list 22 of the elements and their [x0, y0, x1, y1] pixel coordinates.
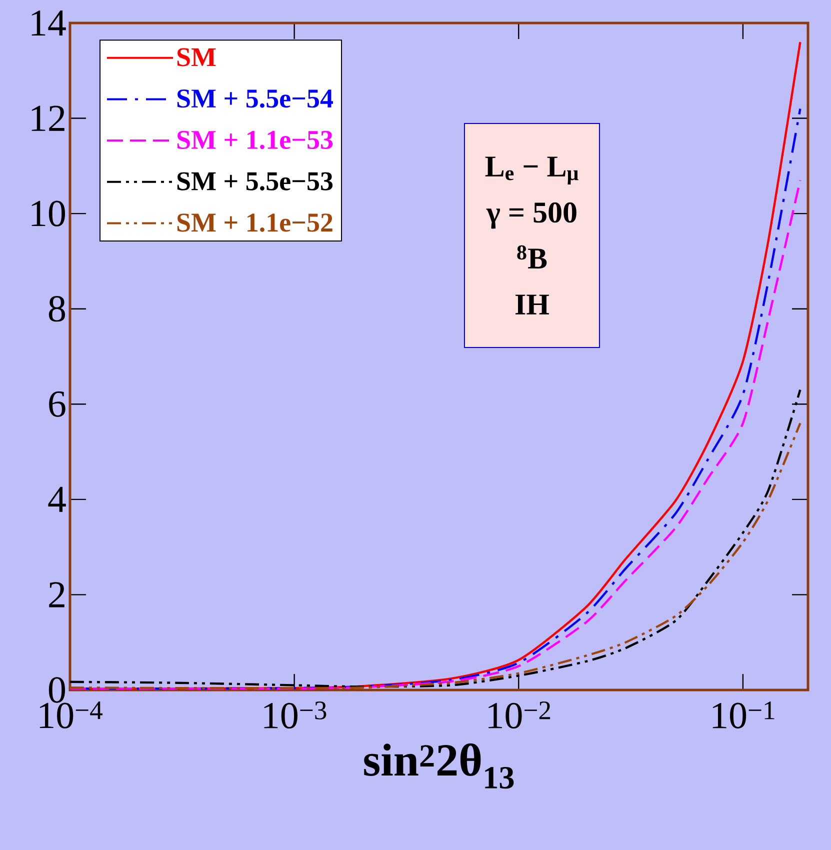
annotation: γ = 500 [486, 202, 576, 229]
y-tick-label: 12 [32, 106, 64, 131]
y-tick-label: 8 [48, 296, 66, 322]
y-tick-label: 14 [32, 10, 66, 36]
legend-label: SM + 1.1e−53 [177, 130, 333, 150]
y-tick-label: 4 [48, 486, 66, 512]
legend-label: SM + 1.1e−52 [177, 214, 332, 232]
y-tick-label: 2 [49, 582, 64, 608]
legend-label: SM + 5.5e−53 [177, 172, 333, 190]
annotation: $^{8}$B [517, 245, 547, 268]
y-tick-label: 0 [48, 677, 66, 703]
y-tick-label: 6 [49, 391, 66, 417]
x-tick-label: 10$^{−2}$ [488, 702, 550, 728]
y-tick-label: 10 [32, 200, 66, 226]
x-tick-label: 10$^{−4}$ [40, 702, 102, 728]
legend-label: SM + 5.5e−54 [177, 90, 333, 108]
legend-label: SM [177, 48, 216, 66]
annotation: L$_{e}$ − L$_{μ}$ [485, 156, 578, 185]
annotation: IH [515, 294, 549, 314]
x-tick-label: 10$^{−1}$ [712, 702, 774, 728]
x-axis-title: sin$^{2}$2θ$_{13}$ [364, 743, 514, 789]
x-tick-label: 10$^{−3}$ [264, 702, 326, 728]
